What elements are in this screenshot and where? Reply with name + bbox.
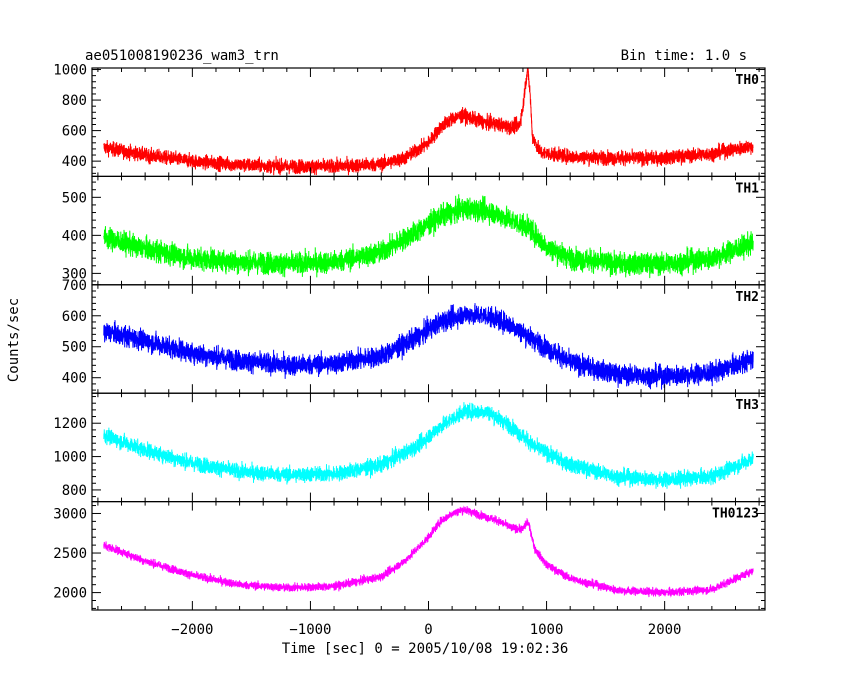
y-tick-label: 300	[62, 266, 87, 282]
series-line-th0	[103, 68, 754, 176]
y-tick-label: 1200	[53, 416, 87, 432]
y-tick-label: 400	[62, 228, 87, 244]
panel-label-th2: TH2	[736, 290, 759, 305]
series-line-th1	[103, 194, 754, 279]
y-tick-label: 2000	[53, 586, 87, 602]
y-tick-label: 3000	[53, 506, 87, 522]
panel-th3: 800 1000 1200 TH3	[53, 392, 766, 503]
panels-group: 400 600 800 1000 TH0 300 400 500 TH1 400 500 600 700…	[53, 63, 766, 638]
y-tick-label: 400	[62, 371, 87, 387]
y-tick-label: 500	[62, 190, 87, 206]
series-line-th3	[103, 402, 754, 489]
panel-th0: 400 600 800 1000 TH0	[53, 63, 766, 178]
x-tick-label: 0	[424, 622, 432, 638]
y-tick-label: 500	[62, 340, 87, 356]
x-tick-label: −1000	[289, 622, 331, 638]
panel-th2: 400 500 600 700 TH2	[62, 278, 766, 394]
panel-th0123: 2000 2500 3000 TH0123	[53, 501, 766, 611]
y-tick-label: 600	[62, 124, 87, 140]
y-tick-label: 1000	[53, 450, 87, 466]
series-line-th2	[103, 303, 754, 390]
y-tick-label: 700	[62, 278, 87, 294]
panel-label-th1: TH1	[736, 181, 760, 196]
y-tick-label: 800	[62, 483, 87, 499]
y-tick-label: 800	[62, 93, 87, 109]
y-axis-title: Counts/sec	[6, 298, 22, 382]
y-tick-label: 2500	[53, 546, 87, 562]
x-tick-label: 2000	[648, 622, 682, 638]
panel-label-th3: TH3	[736, 398, 759, 413]
chart-title: ae051008190236_wam3_trn	[85, 48, 279, 64]
x-axis-title: Time [sec] 0 = 2005/10/08 19:02:36	[282, 641, 569, 657]
y-tick-label: 600	[62, 309, 87, 325]
y-tick-label: 1000	[53, 63, 87, 79]
x-tick-label: −2000	[171, 622, 213, 638]
y-tick-label: 400	[62, 154, 87, 170]
panel-th1: 300 400 500 TH1	[62, 175, 766, 286]
x-tick-label: 1000	[530, 622, 564, 638]
bin-time-label: Bin time: 1.0 s	[621, 48, 747, 64]
series-line-th0123	[103, 505, 754, 598]
panel-label-th0123: TH0123	[712, 507, 759, 522]
panel-label-th0: TH0	[736, 73, 760, 88]
